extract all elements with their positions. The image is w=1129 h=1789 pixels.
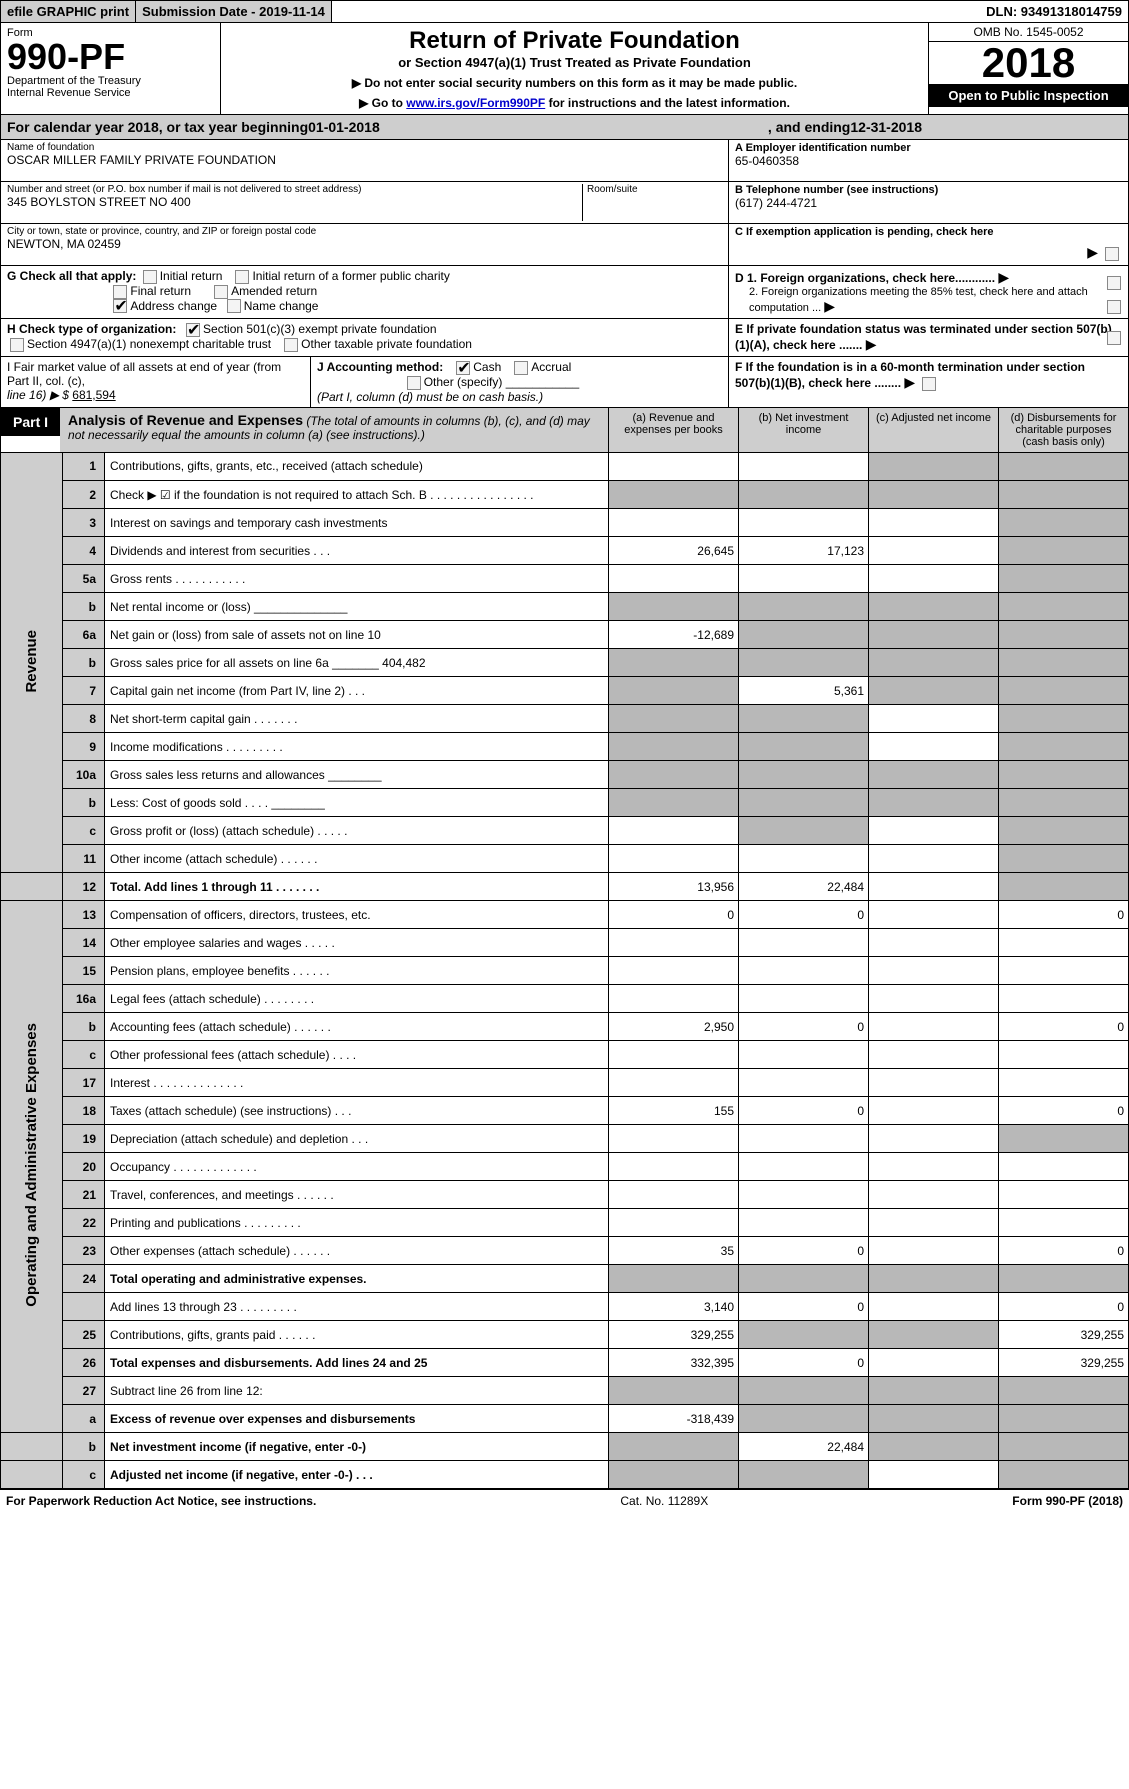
col-b-header: (b) Net investment income <box>738 408 868 452</box>
top-bar: efile GRAPHIC print Submission Date - 20… <box>0 0 1129 23</box>
section-h-e: H Check type of organization: Section 50… <box>0 319 1129 357</box>
part-1-table: Revenue 1Contributions, gifts, grants, e… <box>0 453 1129 1490</box>
telephone-row: B Telephone number (see instructions) (6… <box>729 182 1128 224</box>
section-g-d: G Check all that apply: Initial return I… <box>0 266 1129 319</box>
section-d2: 2. Foreign organizations meeting the 85%… <box>735 286 1122 315</box>
instr-2: ▶ Go to www.irs.gov/Form990PF for instru… <box>229 96 920 110</box>
part-1-header: Part I Analysis of Revenue and Expenses … <box>0 408 1129 453</box>
checkbox-4947[interactable] <box>10 338 24 352</box>
foundation-name: OSCAR MILLER FAMILY PRIVATE FOUNDATION <box>7 153 722 167</box>
section-d1: D 1. Foreign organizations, check here..… <box>735 269 1122 286</box>
section-i-j-f: I Fair market value of all assets at end… <box>0 357 1129 408</box>
city-state-zip: NEWTON, MA 02459 <box>7 237 722 251</box>
checkbox-initial[interactable] <box>143 270 157 284</box>
checkbox-e[interactable] <box>1107 331 1121 345</box>
street-address: 345 BOYLSTON STREET NO 400 <box>7 195 582 209</box>
section-e: E If private foundation status was termi… <box>728 319 1128 356</box>
room-suite: Room/suite <box>582 184 722 221</box>
year-begin: 01-01-2018 <box>308 119 380 135</box>
tax-year: 2018 <box>929 42 1128 84</box>
checkbox-accrual[interactable] <box>514 361 528 375</box>
checkbox-cash[interactable] <box>456 361 470 375</box>
cat-number: Cat. No. 11289X <box>316 1494 1012 1508</box>
irs-link[interactable]: www.irs.gov/Form990PF <box>406 96 545 110</box>
form-title: Return of Private Foundation <box>229 27 920 55</box>
submission-date: 2019-11-14 <box>259 4 325 19</box>
checkbox-other-method[interactable] <box>407 376 421 390</box>
dln: DLN: 93491318014759 <box>980 1 1128 22</box>
ein: 65-0460358 <box>735 154 1122 168</box>
open-to-public: Open to Public Inspection <box>929 84 1128 107</box>
checkbox-f[interactable] <box>922 377 936 391</box>
address-row: Number and street (or P.O. box number if… <box>7 184 582 221</box>
calendar-year-row: For calendar year 2018, or tax year begi… <box>0 115 1129 140</box>
efile-label: efile GRAPHIC print <box>1 1 136 22</box>
entity-block: Name of foundation OSCAR MILLER FAMILY P… <box>0 140 1129 266</box>
section-c: C If exemption application is pending, c… <box>729 224 1128 266</box>
irs-label: Internal Revenue Service <box>7 87 214 99</box>
form-number: 990-PF <box>7 39 214 75</box>
checkbox-address-change[interactable] <box>113 299 127 313</box>
telephone: (617) 244-4721 <box>735 196 1122 210</box>
expenses-label: Operating and Administrative Expenses <box>23 1023 40 1307</box>
checkbox-d2[interactable] <box>1107 300 1121 314</box>
fmv-value: 681,594 <box>72 388 115 402</box>
year-end: 12-31-2018 <box>850 119 922 135</box>
checkbox-501c3[interactable] <box>186 323 200 337</box>
section-j: J Accounting method: Cash Accrual Other … <box>311 357 728 407</box>
form-ref: Form 990-PF (2018) <box>1012 1494 1123 1508</box>
checkbox-name-change[interactable] <box>227 299 241 313</box>
col-c-header: (c) Adjusted net income <box>868 408 998 452</box>
checkbox-d1[interactable] <box>1107 276 1121 290</box>
col-d-header: (d) Disbursements for charitable purpose… <box>998 408 1128 452</box>
checkbox-amended[interactable] <box>214 285 228 299</box>
form-subtitle: or Section 4947(a)(1) Trust Treated as P… <box>229 55 920 70</box>
part-tab: Part I <box>1 408 60 436</box>
foundation-name-row: Name of foundation OSCAR MILLER FAMILY P… <box>1 140 728 182</box>
ein-row: A Employer identification number 65-0460… <box>729 140 1128 182</box>
page-footer: For Paperwork Reduction Act Notice, see … <box>0 1489 1129 1512</box>
checkbox-c[interactable] <box>1105 247 1119 261</box>
instr-1: ▶ Do not enter social security numbers o… <box>229 76 920 90</box>
form-header: Form 990-PF Department of the Treasury I… <box>0 23 1129 115</box>
checkbox-other-taxable[interactable] <box>284 338 298 352</box>
col-a-header: (a) Revenue and expenses per books <box>608 408 738 452</box>
city-row: City or town, state or province, country… <box>1 224 728 266</box>
revenue-label: Revenue <box>23 630 40 693</box>
dept-label: Department of the Treasury <box>7 75 214 87</box>
submission-label: Submission Date - 2019-11-14 <box>136 1 332 22</box>
checkbox-initial-former[interactable] <box>235 270 249 284</box>
section-i: I Fair market value of all assets at end… <box>1 357 311 407</box>
section-f: F If the foundation is in a 60-month ter… <box>728 357 1128 407</box>
paperwork-notice: For Paperwork Reduction Act Notice, see … <box>6 1494 316 1508</box>
